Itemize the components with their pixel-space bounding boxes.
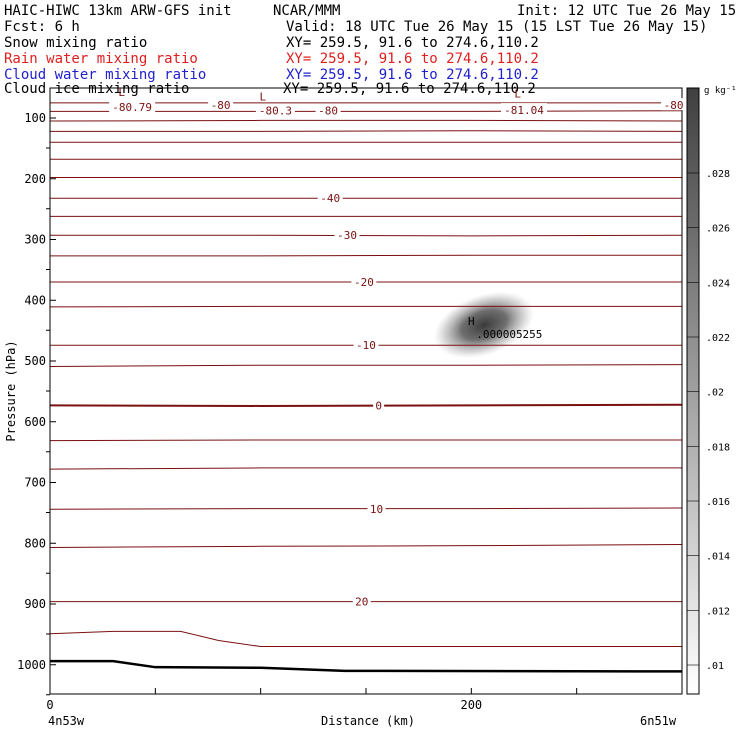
y-tick-label: 100: [24, 111, 46, 125]
x-tick-label: 0: [46, 698, 53, 712]
contour-label: -80: [318, 105, 338, 118]
colorbar-label: .012: [706, 606, 730, 617]
x-end-location: 6n51w: [640, 714, 677, 728]
y-tick-label: 1000: [17, 658, 46, 672]
contour-label-bg: [334, 228, 360, 241]
isotherm-line: [50, 507, 682, 510]
contour-label: -80.79: [112, 101, 152, 114]
y-tick-label: 600: [24, 415, 46, 429]
isotherm-line: [50, 234, 682, 237]
low-marker: L: [118, 86, 125, 99]
colorbar-label: .028: [706, 169, 730, 180]
colorbar-unit: g kg⁻¹: [704, 86, 737, 96]
init-time: Init: 12 UTC Tue 26 May 15: [517, 3, 736, 19]
y-tick-label: 800: [24, 536, 46, 550]
contour-label: 10: [370, 503, 383, 516]
contour-label-bg: [109, 100, 156, 113]
colorbar-label: .01: [706, 661, 724, 672]
contour-label-bg: [501, 103, 547, 116]
contour-label-bg: [317, 191, 343, 204]
isotherm-line: [50, 254, 682, 257]
field-ice-name: Cloud ice mixing ratio: [4, 81, 189, 97]
isotherm-line: [50, 364, 682, 367]
x-tick-label: 200: [460, 698, 482, 712]
contour-label-bg: [255, 103, 295, 116]
extrema-markers: L L L H.000005255: [118, 86, 542, 341]
org-label: NCAR/MMM: [273, 3, 340, 19]
low-marker: L: [514, 87, 521, 100]
isotherm-line: [50, 467, 682, 470]
isotherm-line: [50, 630, 682, 648]
colorbar-label: .016: [706, 497, 730, 508]
contour-label-bg: [367, 502, 386, 515]
contour-labels: -80.79 -80 -80.3 -80 -81.04 -80 -40 -30 -20 -10 0 1…: [109, 98, 687, 609]
colorbar-label: .018: [706, 442, 730, 453]
contour-label: -20: [354, 276, 374, 289]
contour-label: 0: [375, 399, 382, 412]
forecast-hour: Fcst: 6 h: [4, 19, 80, 35]
contour-label: -80: [211, 99, 231, 112]
contour-label-bg: [352, 594, 371, 607]
model-title: HAIC-HIWC 13km ARW-GFS init: [4, 3, 232, 19]
contour-label: -30: [337, 229, 357, 242]
isotherm-line: [50, 305, 682, 308]
y-axis-label: Pressure (hPa): [4, 340, 18, 441]
valid-time: Valid: 18 UTC Tue 26 May 15 (15 LST Tue …: [286, 19, 707, 35]
temperature-contours: [50, 102, 682, 648]
y-tick-label: 300: [24, 233, 46, 247]
field-snow-xy: XY= 259.5, 91.6 to 274.6,110.2: [286, 35, 539, 51]
y-tick-label: 900: [24, 597, 46, 611]
contour-label-bg: [208, 98, 234, 111]
field-cloudwater-xy: XY= 259.5, 91.6 to 274.6,110.2: [286, 67, 539, 83]
contour-label: -80: [664, 99, 684, 112]
colorbar-label: .02: [706, 388, 724, 399]
isotherm-line: [50, 110, 682, 112]
contour-label-bg: [353, 338, 379, 351]
x-start-location: 4n53w: [48, 714, 85, 728]
y-tick-label: 500: [24, 354, 46, 368]
field-snow-name: Snow mixing ratio: [4, 35, 147, 51]
isotherm-line: [50, 119, 682, 122]
cloud-ice-maximum-shading: [434, 291, 534, 359]
colorbar: .028 .026 .024 .022 .02 .018 .016 .014 .012 .01 g…: [686, 86, 737, 695]
ground-surface-line: [50, 659, 682, 673]
isotherm-line: [50, 403, 682, 407]
contour-label-bg: [661, 98, 687, 111]
contour-label: -40: [320, 192, 340, 205]
colorbar-label: .022: [706, 333, 730, 344]
y-axis-ticks: 100 200 300 400 500 600 700 800 900 1000: [17, 111, 56, 696]
isotherm-line: [50, 543, 682, 549]
colorbar-label: .024: [706, 278, 730, 289]
y-tick-label: 200: [24, 172, 46, 186]
colorbar-label: .026: [706, 224, 730, 235]
low-marker: L: [259, 90, 266, 103]
field-rain-name: Rain water mixing ratio: [4, 51, 198, 67]
field-ice-xy: XY= 259.5, 91.6 to 274.6,110.2: [283, 81, 536, 97]
field-rain-xy: XY= 259.5, 91.6 to 274.6,110.2: [286, 51, 539, 67]
isotherm-line: [50, 439, 682, 442]
y-tick-label: 400: [24, 293, 46, 307]
y-tick-label: 700: [24, 476, 46, 490]
field-cloudwater-name: Cloud water mixing ratio: [4, 67, 206, 83]
contour-label: 20: [355, 596, 368, 609]
high-value-label: .000005255: [476, 328, 542, 341]
high-marker: H: [468, 315, 475, 328]
x-axis-ticks: 0 200: [46, 688, 683, 712]
contour-label: -80.3: [259, 105, 292, 118]
colorbar-label: .014: [706, 552, 730, 563]
contour-label: -10: [356, 339, 376, 352]
contour-label-bg: [351, 275, 377, 288]
terrain-line: [50, 659, 682, 673]
contour-label: -81.04: [504, 104, 544, 117]
isotherm-line: [50, 130, 682, 132]
x-axis-label: Distance (km): [321, 714, 415, 728]
contour-label-bg: [373, 398, 385, 411]
contour-label-bg: [315, 103, 341, 116]
colorbar-gradient: [686, 87, 700, 695]
